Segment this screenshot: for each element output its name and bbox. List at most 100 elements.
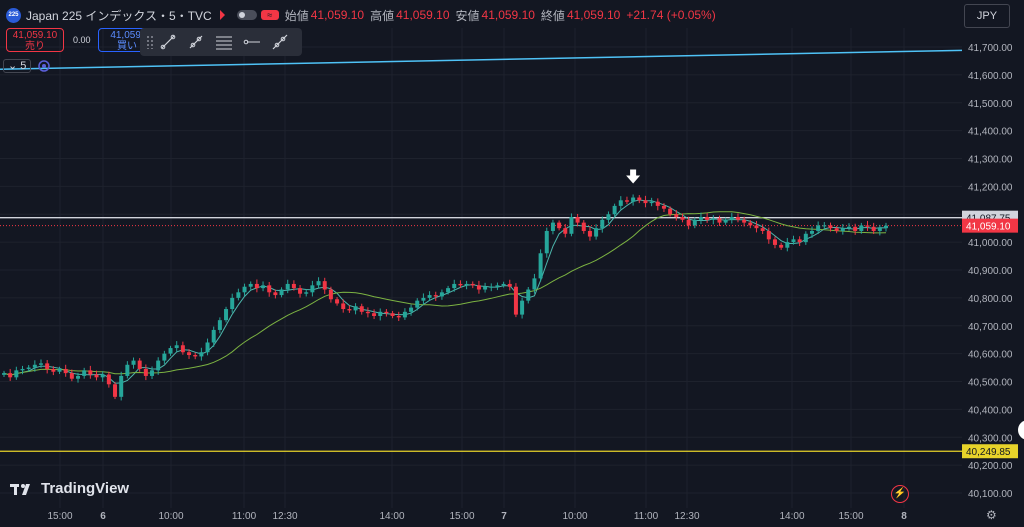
currency-button[interactable]: JPY	[964, 4, 1010, 28]
x-tick-label: 10:00	[562, 511, 587, 522]
sell-button[interactable]: 41,059.10 売り	[6, 28, 64, 52]
sell-label: 売り	[25, 41, 45, 52]
candle-body	[569, 217, 574, 234]
flag-icon[interactable]	[219, 10, 225, 20]
edge-handle-icon[interactable]	[1018, 420, 1024, 440]
price-axis[interactable]: 41,700.00 41,600.00 41,500.00 41,400.00 41,3…	[962, 43, 1018, 500]
candle-body	[156, 360, 161, 371]
candle-body	[464, 283, 469, 286]
candle-body	[705, 217, 710, 220]
ray-tool-icon[interactable]	[182, 28, 210, 56]
candle-body	[692, 219, 697, 226]
ma-slow-line	[3, 211, 887, 376]
candle-body	[816, 225, 821, 231]
candle-body	[125, 364, 130, 376]
candle-body	[106, 374, 111, 385]
candle-body	[63, 368, 68, 374]
candle-body	[310, 285, 315, 293]
interval-indicator[interactable]: ⌄ 5	[3, 59, 51, 73]
y-tick-label: 40,900.00	[968, 266, 1013, 277]
candle-body	[581, 222, 586, 231]
drawing-toolbar	[140, 28, 302, 56]
candle-body	[594, 228, 599, 237]
candle-body	[840, 228, 845, 231]
horizontal-ray-icon[interactable]	[238, 28, 266, 56]
interval-value: 5	[20, 60, 27, 72]
candle-body	[680, 217, 685, 220]
y-tick-label: 41,400.00	[968, 127, 1013, 138]
candle-body	[520, 300, 525, 315]
candle-body	[575, 217, 580, 223]
chevron-down-icon[interactable]: ⌄	[8, 60, 18, 72]
open-label: 始値	[284, 8, 309, 23]
candle-body	[224, 309, 229, 321]
candle-body	[779, 244, 784, 248]
candle-body	[390, 313, 395, 316]
symbol-title[interactable]: Japan 225 インデックス・5・TVC	[26, 8, 212, 23]
current-price-text: 41,059.10	[966, 222, 1011, 233]
candle-body	[211, 329, 216, 343]
x-tick-label: 6	[100, 511, 106, 522]
candle-body	[396, 315, 401, 318]
lightning-icon[interactable]: ⚡	[891, 485, 909, 503]
trendline-tool-icon[interactable]	[154, 28, 182, 56]
candle-body	[797, 239, 802, 243]
candle-body	[624, 200, 629, 202]
tv-logo-icon	[10, 483, 30, 495]
open-value: 41,059.10	[310, 8, 365, 22]
settings-gear-icon[interactable]: ⚙	[986, 508, 997, 522]
candle-body	[88, 370, 93, 375]
time-axis[interactable]: 15:00 6 10:00 11:00 12:30 14:00 15:00 7 10:00 11:…	[47, 511, 907, 522]
candle-body	[742, 219, 747, 223]
candle-body	[353, 306, 358, 311]
x-tick-label: 11:00	[232, 511, 257, 522]
trendline[interactable]	[0, 49, 963, 71]
y-tick-label: 40,200.00	[968, 461, 1013, 472]
candle-body	[137, 360, 142, 369]
toggle-icon[interactable]	[236, 10, 257, 20]
x-tick-label: 11:00	[634, 511, 659, 522]
candle-body	[877, 228, 882, 231]
candle-body	[618, 200, 623, 206]
candle-body	[174, 345, 179, 349]
candle-body	[291, 283, 296, 289]
candle-body	[785, 242, 790, 248]
candle-body	[723, 219, 728, 223]
candle-body	[242, 286, 247, 293]
candle-body	[600, 219, 605, 229]
x-tick-label: 14:00	[379, 511, 404, 522]
extended-line-icon[interactable]	[266, 28, 294, 56]
drag-handle-icon[interactable]	[146, 35, 154, 49]
candle-body	[199, 352, 204, 357]
y-tick-label: 40,700.00	[968, 322, 1013, 333]
y-tick-label: 40,100.00	[968, 489, 1013, 500]
candle-body	[76, 375, 81, 379]
candle-body	[119, 375, 124, 397]
candle-body	[772, 239, 777, 245]
candle-body	[871, 226, 876, 231]
candle-body	[643, 200, 648, 204]
candle-body	[563, 228, 568, 234]
candle-body	[187, 352, 192, 356]
candle-body	[100, 374, 105, 378]
candle-body	[69, 373, 74, 379]
candle-body	[51, 368, 56, 372]
x-tick-label: 8	[901, 511, 907, 522]
candle-body	[143, 368, 148, 376]
candle-body	[384, 311, 389, 314]
buy-price: 41,059.	[110, 30, 144, 41]
candle-body	[359, 306, 364, 312]
candle-body	[489, 286, 494, 288]
candle-body	[661, 205, 666, 209]
y-tick-label: 40,400.00	[968, 405, 1013, 416]
candle-body	[791, 239, 796, 243]
fib-tool-icon[interactable]	[210, 28, 238, 56]
candle-body	[254, 283, 259, 289]
eye-icon[interactable]	[37, 59, 51, 73]
candle-body	[828, 225, 833, 229]
candle-body	[82, 370, 87, 376]
wave-icon[interactable]: ≈	[260, 10, 279, 20]
candle-body	[230, 297, 235, 310]
candle-body	[402, 311, 407, 318]
